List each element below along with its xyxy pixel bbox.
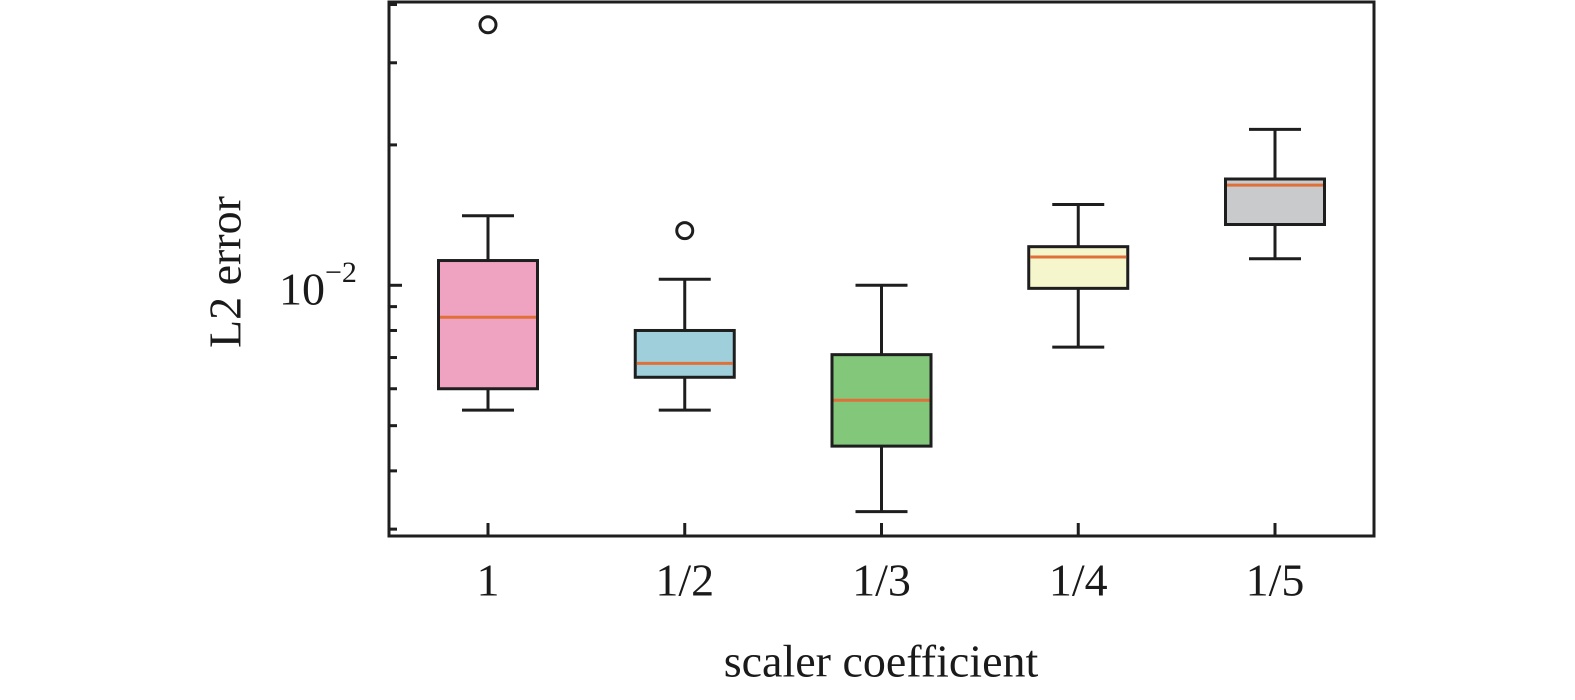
plot-area (437, 15, 1326, 514)
iqr-box (437, 259, 539, 391)
y-axis-label: L2 error (199, 196, 251, 348)
box-group (633, 221, 736, 412)
iqr-box (633, 328, 736, 379)
y-axis-ticks (389, 3, 402, 531)
iqr-box (1027, 245, 1130, 290)
x-axis-label: scaler coefficient (723, 635, 1039, 687)
y-tick-label-major: 10−2 (279, 256, 357, 315)
x-tick-label: 1/2 (655, 554, 715, 606)
outlier-marker (675, 221, 695, 241)
box-group (437, 15, 539, 412)
box-group (830, 283, 933, 514)
box-group (1027, 203, 1130, 349)
box-group (1224, 127, 1326, 261)
x-tick-label: 1/3 (852, 554, 911, 606)
outlier-marker (478, 15, 498, 35)
x-tick-label: 1/4 (1048, 554, 1108, 606)
x-axis-ticks (486, 523, 1277, 536)
x-tick-label: 1/5 (1245, 554, 1305, 606)
x-tick-label: 1 (476, 554, 500, 606)
